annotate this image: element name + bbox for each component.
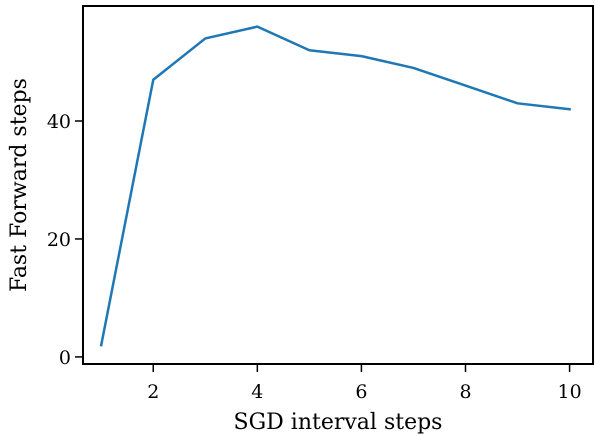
x-axis-label: SGD interval steps bbox=[234, 410, 443, 435]
y-tick-label: 40 bbox=[47, 111, 71, 133]
x-tick-label: 6 bbox=[355, 381, 367, 403]
plot-frame bbox=[82, 5, 594, 365]
x-tick-label: 10 bbox=[557, 381, 581, 403]
x-tick-label: 8 bbox=[459, 381, 471, 403]
x-tick-label: 2 bbox=[147, 381, 159, 403]
y-axis-label: Fast Forward steps bbox=[7, 78, 32, 292]
y-tick-label: 20 bbox=[47, 229, 71, 251]
plot-area: 2 4 6 8 10 0 20 40 bbox=[47, 25, 582, 403]
y-tick-label: 0 bbox=[59, 347, 71, 369]
series-line bbox=[99, 25, 571, 347]
x-tick-label: 4 bbox=[251, 381, 263, 403]
